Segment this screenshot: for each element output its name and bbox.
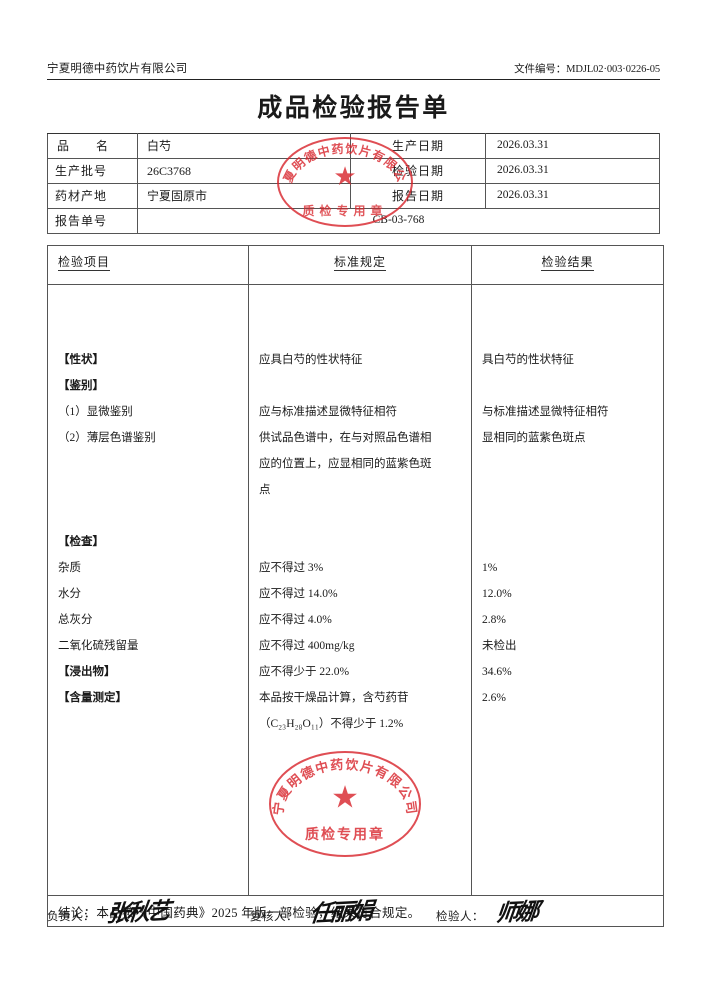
list-item: 【检查】: [58, 536, 104, 548]
list-item: 应的位置上，应显相同的蓝紫色斑: [259, 458, 432, 470]
manager-signature-label: 负责人：: [47, 911, 95, 923]
conclusion-cell: 结论：本品按《中国药典》2025 年版一部检验，结果符合规定。: [47, 895, 664, 927]
standard-column: 应具白芍的性状特征 应与标准描述显微特征相符 供试品色谱中，在与对照品色谱相 应…: [248, 284, 472, 896]
list-item: 水分: [58, 588, 81, 600]
conclusion-row: 结论：本品按《中国药典》2025 年版一部检验，结果符合规定。: [47, 895, 664, 927]
list-item: 二氧化硫残留量: [58, 640, 139, 652]
inspection-date-value: 2026.03.31: [485, 158, 660, 184]
list-item: 2.6%: [482, 692, 506, 704]
list-item: 杂质: [58, 562, 81, 574]
list-item: （1）显微鉴别: [58, 406, 133, 418]
document-number: 文件编号：MDJL02·003·0226-05: [514, 61, 660, 76]
signature-area: 负责人： 张秋艺 复核人： 任丽娟 检验人： 师娜: [47, 898, 660, 948]
origin-value: 宁夏固原市: [137, 183, 351, 209]
list-item: 2.8%: [482, 614, 506, 626]
reviewer-signature[interactable]: 复核人： 任丽娟: [250, 898, 372, 928]
assay-formula: （C₂₃H₂₈O₁₁）不得少于 1.2%: [259, 718, 404, 730]
conclusion-text: 结论：本品按《中国药典》2025 年版一部检验，结果符合规定。: [58, 905, 421, 920]
inspection-table: 检验项目 标准规定 检验结果 【性状】 【鉴别】 （1）显微鉴别 （2）薄层色谱…: [47, 245, 664, 927]
inspector-signature-mark: 师娜: [494, 898, 538, 928]
product-info-table: 品 名 白芍 生产日期 2026.03.31 生产批号 26C3768 检验日期…: [47, 133, 660, 234]
reviewer-signature-mark: 任丽娟: [308, 898, 372, 928]
list-item: 显相同的蓝紫色斑点: [482, 432, 586, 444]
production-date-value: 2026.03.31: [485, 133, 660, 159]
list-item: 【鉴别】: [58, 380, 104, 392]
list-item: 应具白芍的性状特征: [259, 354, 363, 366]
list-item: 应不得过 14.0%: [259, 588, 338, 600]
list-item: 【含量测定】: [58, 692, 127, 704]
list-item: 应不得过 400mg/kg: [259, 640, 355, 652]
page-title: 成品检验报告单: [257, 95, 450, 122]
company-name: 宁夏明德中药饮片有限公司: [47, 63, 188, 75]
report-date-value: 2026.03.31: [485, 183, 660, 209]
list-item: 未检出: [482, 640, 517, 652]
header-cell-item: 检验项目: [47, 245, 249, 285]
table-row: 生产批号 26C3768 检验日期 2026.03.31: [47, 158, 660, 184]
batch-value: 26C3768: [137, 158, 351, 184]
list-item: 应不得过 4.0%: [259, 614, 332, 626]
document-header: 宁夏明德中药饮片有限公司 文件编号：MDJL02·003·0226-05: [47, 60, 660, 80]
inspector-signature[interactable]: 检验人： 师娜: [436, 898, 538, 928]
product-name-value: 白芍: [137, 133, 351, 159]
manager-signature-mark: 张秋艺: [105, 898, 169, 928]
batch-label: 生产批号: [47, 158, 138, 184]
list-item: 应不得过 3%: [259, 562, 324, 574]
manager-signature[interactable]: 负责人： 张秋艺: [47, 898, 169, 928]
list-item: 供试品色谱中，在与对照品色谱相: [259, 432, 432, 444]
table-row: 报告单号 CB-03-768: [47, 208, 660, 234]
table-body-row: 【性状】 【鉴别】 （1）显微鉴别 （2）薄层色谱鉴别 【检查】 杂质 水分 总…: [47, 284, 664, 896]
report-no-value: CB-03-768: [137, 208, 660, 234]
report-date-label: 报告日期: [350, 183, 486, 209]
origin-label: 药材产地: [47, 183, 138, 209]
list-item: 本品按干燥品计算，含芍药苷: [259, 692, 409, 704]
production-date-label: 生产日期: [350, 133, 486, 159]
list-item: 与标准描述显微特征相符: [482, 406, 609, 418]
list-item: 总灰分: [58, 614, 93, 626]
list-item: 12.0%: [482, 588, 512, 600]
list-item: 【性状】: [58, 354, 104, 366]
list-item: 点: [259, 484, 271, 496]
list-item: 【浸出物】: [58, 666, 116, 678]
list-item: 应与标准描述显微特征相符: [259, 406, 397, 418]
list-item: 34.6%: [482, 666, 512, 678]
list-item: （2）薄层色谱鉴别: [58, 432, 156, 444]
list-item: 具白芍的性状特征: [482, 354, 574, 366]
table-row: 品 名 白芍 生产日期 2026.03.31: [47, 133, 660, 159]
item-column: 【性状】 【鉴别】 （1）显微鉴别 （2）薄层色谱鉴别 【检查】 杂质 水分 总…: [47, 284, 249, 896]
list-item: 1%: [482, 562, 498, 574]
list-item: 应不得少于 22.0%: [259, 666, 350, 678]
report-no-label: 报告单号: [47, 208, 138, 234]
inspection-date-label: 检验日期: [350, 158, 486, 184]
document-number-label: 文件编号：: [514, 64, 567, 75]
table-row: 药材产地 宁夏固原市 报告日期 2026.03.31: [47, 183, 660, 209]
inspector-signature-label: 检验人：: [436, 911, 484, 923]
product-name-label: 品 名: [47, 133, 138, 159]
header-cell-standard: 标准规定: [248, 245, 472, 285]
result-column: 具白芍的性状特征 与标准描述显微特征相符 显相同的蓝紫色斑点 1% 12.0% …: [471, 284, 664, 896]
table-header-row: 检验项目 标准规定 检验结果: [47, 245, 664, 285]
reviewer-signature-label: 复核人：: [250, 911, 298, 923]
document-number-value: MDJL02·003·0226-05: [566, 64, 660, 75]
header-cell-result: 检验结果: [471, 245, 664, 285]
